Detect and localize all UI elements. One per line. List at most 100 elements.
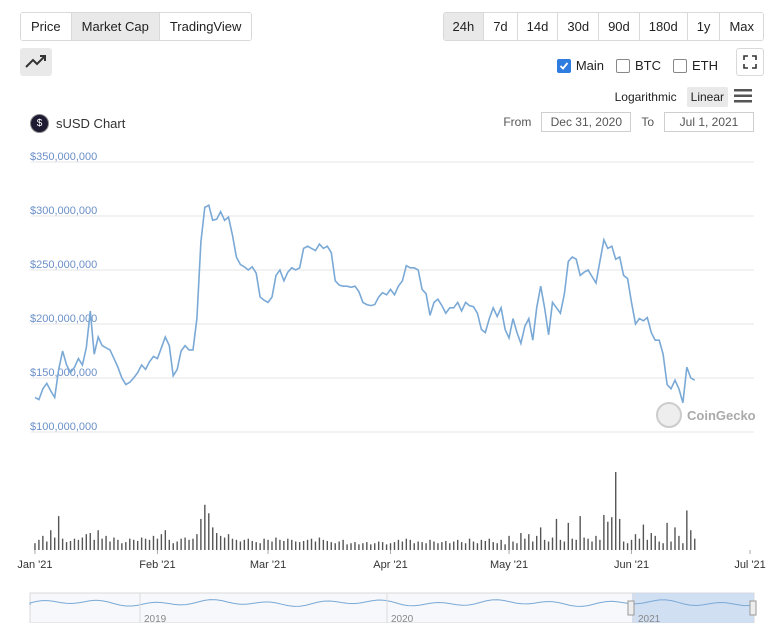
volume-bar xyxy=(381,542,384,550)
range-30d[interactable]: 30d xyxy=(558,13,600,40)
series-toggles: Main BTC ETH xyxy=(556,58,718,73)
navigator-year-label: 2019 xyxy=(144,614,167,623)
tab-market-cap[interactable]: Market Cap xyxy=(71,13,160,40)
volume-bar xyxy=(69,540,72,550)
tab-price[interactable]: Price xyxy=(21,13,72,40)
eth-checkbox[interactable] xyxy=(673,58,687,73)
volume-bar xyxy=(133,539,135,550)
btc-checkbox[interactable] xyxy=(616,58,630,73)
volume-bar xyxy=(646,539,649,550)
volume-bar xyxy=(227,534,230,550)
volume-bar xyxy=(650,533,652,550)
navigator-year-label: 2021 xyxy=(638,614,661,623)
toggle-eth[interactable]: ETH xyxy=(673,58,718,73)
y-tick-label: $100,000,000 xyxy=(30,421,97,433)
trend-chart-button[interactable] xyxy=(20,48,52,76)
volume-bar xyxy=(334,543,336,550)
volume-bar xyxy=(164,530,167,550)
volume-bar xyxy=(524,538,526,550)
chart-menu-button[interactable] xyxy=(734,89,752,108)
volume-bar xyxy=(117,539,119,550)
volume-bar xyxy=(136,540,139,550)
volume-bar xyxy=(662,543,664,550)
range-max[interactable]: Max xyxy=(720,13,763,40)
x-tick-label: May '21 xyxy=(490,559,528,571)
range-1y[interactable]: 1y xyxy=(687,13,721,40)
range-14d[interactable]: 14d xyxy=(517,13,559,40)
scale-selector: Logarithmic Linear xyxy=(611,87,728,107)
volume-bar xyxy=(615,472,617,550)
main-checkbox[interactable] xyxy=(556,58,571,73)
volume-bar xyxy=(38,539,40,550)
volume-bar xyxy=(460,542,463,550)
range-90d[interactable]: 90d xyxy=(599,13,640,40)
fullscreen-button[interactable] xyxy=(736,48,764,76)
volume-bar xyxy=(449,543,451,550)
volume-bar xyxy=(551,537,554,550)
volume-bar xyxy=(445,540,447,550)
scale-linear[interactable]: Linear xyxy=(686,87,728,107)
volume-bar xyxy=(322,539,325,550)
from-date-input[interactable]: Dec 31, 2020 xyxy=(541,112,632,132)
toggle-main[interactable]: Main xyxy=(556,58,604,73)
volume-bar xyxy=(306,539,309,550)
volume-bar xyxy=(267,539,269,550)
volume-bar xyxy=(642,524,645,550)
volume-bar xyxy=(239,541,242,550)
volume-bar xyxy=(607,521,609,550)
scale-logarithmic[interactable]: Logarithmic xyxy=(614,90,677,104)
volume-bar xyxy=(255,542,257,550)
volume-bar xyxy=(350,543,352,550)
volume-bar xyxy=(508,535,510,550)
volume-bar xyxy=(125,542,127,550)
volume-bar xyxy=(168,539,170,550)
coingecko-logo-icon xyxy=(656,402,682,428)
to-label: To xyxy=(641,115,654,129)
volume-bar xyxy=(567,522,570,550)
to-date-input[interactable]: Jul 1, 2021 xyxy=(664,112,754,132)
volume-bar xyxy=(670,541,672,550)
y-tick-label: $250,000,000 xyxy=(30,259,97,271)
main-label: Main xyxy=(575,58,604,73)
volume-bar xyxy=(243,539,246,550)
volume-bar xyxy=(101,538,103,550)
volume-bar xyxy=(85,534,88,550)
volume-bar xyxy=(129,538,131,550)
volume-bar xyxy=(559,539,562,550)
volume-bar xyxy=(172,543,174,550)
volume-bar xyxy=(393,542,396,550)
range-7d[interactable]: 7d xyxy=(484,13,518,40)
volume-bar xyxy=(50,530,52,550)
toggle-btc[interactable]: BTC xyxy=(616,58,661,73)
volume-bar xyxy=(539,527,542,550)
range-180d[interactable]: 180d xyxy=(639,13,688,40)
navigator-year-label: 2020 xyxy=(391,614,414,623)
hamburger-menu-icon xyxy=(734,89,752,103)
volume-bar xyxy=(310,538,313,550)
volume-bar xyxy=(346,544,348,550)
volume-bar xyxy=(409,539,411,550)
volume-bar xyxy=(259,543,261,550)
volume-bar xyxy=(362,543,364,550)
volume-bar xyxy=(638,538,641,550)
volume-bar xyxy=(287,538,289,550)
volume-bar xyxy=(358,544,360,550)
volume-bar xyxy=(563,541,566,550)
tab-tradingview[interactable]: TradingView xyxy=(159,13,252,40)
volume-bar xyxy=(532,541,534,550)
volume-bar xyxy=(682,543,684,550)
y-tick-label: $150,000,000 xyxy=(30,367,97,379)
y-tick-label: $200,000,000 xyxy=(30,313,97,325)
volume-bar xyxy=(105,535,107,550)
volume-bar xyxy=(176,541,178,550)
volume-bar xyxy=(271,541,273,550)
volume-bar xyxy=(516,543,518,550)
range-navigator[interactable]: 2019 2020 2021 xyxy=(29,592,757,623)
volume-bar xyxy=(453,541,455,550)
volume-bar xyxy=(247,538,249,550)
volume-bar xyxy=(690,530,692,550)
volume-bar xyxy=(298,542,301,550)
volume-bar xyxy=(57,516,60,550)
volume-bar xyxy=(666,522,668,550)
range-24h[interactable]: 24h xyxy=(443,13,485,40)
